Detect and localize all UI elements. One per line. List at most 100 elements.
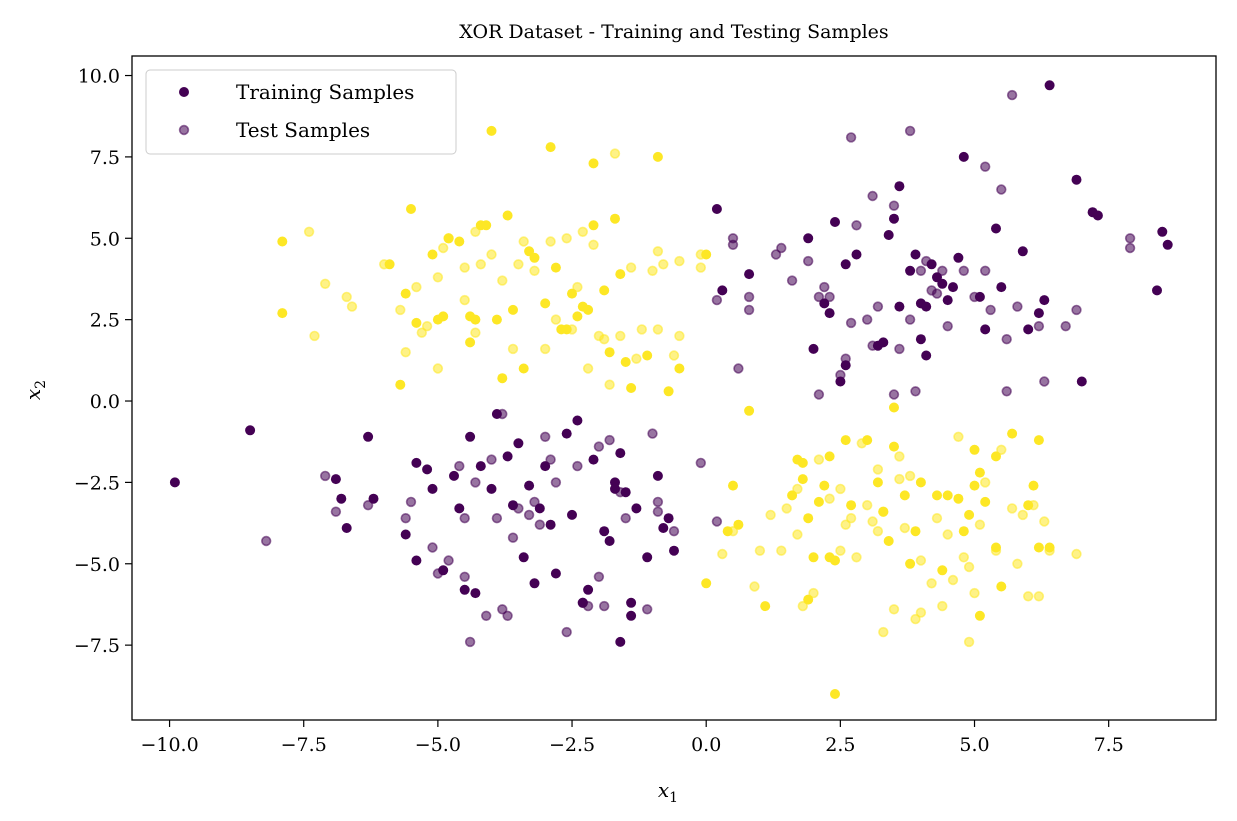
training-point-class-1 bbox=[588, 220, 599, 231]
test-point-class-1 bbox=[872, 464, 884, 475]
test-point-class-0 bbox=[695, 457, 706, 469]
training-point-class-0 bbox=[642, 552, 653, 563]
training-point-class-0 bbox=[851, 249, 862, 260]
test-point-class-0 bbox=[534, 519, 545, 530]
training-point-class-1 bbox=[481, 220, 492, 231]
test-point-class-1 bbox=[674, 330, 685, 342]
training-point-class-1 bbox=[991, 451, 1001, 462]
test-point-class-1 bbox=[561, 233, 572, 244]
training-point-class-0 bbox=[991, 223, 1001, 234]
training-point-class-0 bbox=[717, 285, 728, 296]
test-point-class-1 bbox=[1006, 503, 1018, 514]
y-tick-label: 2.5 bbox=[90, 310, 120, 332]
test-point-class-0 bbox=[523, 509, 535, 521]
test-point-class-0 bbox=[851, 220, 862, 231]
test-point-class-1 bbox=[835, 483, 846, 495]
training-point-class-1 bbox=[840, 435, 851, 446]
training-point-class-1 bbox=[491, 314, 502, 325]
test-point-class-1 bbox=[792, 529, 803, 540]
x-tick-label: 7.5 bbox=[1094, 734, 1124, 756]
training-point-class-1 bbox=[1033, 435, 1044, 446]
training-point-class-1 bbox=[427, 249, 438, 260]
training-point-class-1 bbox=[620, 357, 631, 367]
test-point-class-0 bbox=[1071, 304, 1082, 316]
test-point-class-0 bbox=[459, 571, 470, 582]
training-point-class-1 bbox=[872, 477, 883, 488]
test-point-class-0 bbox=[813, 291, 825, 303]
test-point-class-1 bbox=[915, 555, 927, 566]
test-point-class-0 bbox=[813, 389, 825, 400]
test-point-class-1 bbox=[658, 259, 669, 270]
test-point-class-1 bbox=[411, 281, 422, 293]
test-point-class-0 bbox=[529, 496, 540, 508]
training-point-class-0 bbox=[465, 431, 476, 442]
test-point-class-0 bbox=[786, 275, 798, 286]
test-point-class-1 bbox=[582, 363, 594, 374]
test-point-class-0 bbox=[824, 291, 835, 303]
y-axis-label-main: x bbox=[21, 389, 45, 400]
training-point-class-1 bbox=[465, 337, 476, 348]
test-point-class-0 bbox=[915, 265, 927, 276]
training-point-class-1 bbox=[910, 526, 921, 537]
training-point-class-0 bbox=[245, 425, 256, 436]
training-point-class-0 bbox=[915, 334, 926, 345]
test-point-class-1 bbox=[577, 226, 588, 238]
test-point-class-0 bbox=[405, 496, 417, 508]
test-point-class-0 bbox=[454, 460, 465, 472]
y-tick-label: 10.0 bbox=[78, 66, 120, 88]
test-point-class-1 bbox=[668, 350, 680, 361]
training-point-class-0 bbox=[803, 233, 814, 244]
test-point-class-1 bbox=[813, 454, 825, 465]
training-point-class-1 bbox=[561, 324, 572, 335]
test-point-class-0 bbox=[904, 125, 916, 137]
training-point-class-1 bbox=[862, 435, 873, 446]
training-point-class-0 bbox=[1162, 239, 1173, 250]
test-point-class-0 bbox=[330, 506, 342, 517]
test-point-class-1 bbox=[475, 259, 486, 270]
training-point-class-1 bbox=[830, 689, 840, 699]
training-point-class-1 bbox=[583, 304, 594, 315]
training-point-class-0 bbox=[663, 513, 674, 524]
training-point-class-1 bbox=[889, 441, 899, 452]
test-point-class-1 bbox=[400, 347, 411, 358]
training-point-class-0 bbox=[996, 282, 1007, 293]
test-point-class-0 bbox=[776, 242, 787, 254]
training-point-class-0 bbox=[1039, 295, 1050, 306]
training-point-class-0 bbox=[953, 252, 964, 263]
training-point-class-1 bbox=[406, 204, 416, 214]
training-point-class-1 bbox=[878, 506, 889, 517]
test-point-class-0 bbox=[1001, 334, 1012, 345]
training-point-class-0 bbox=[819, 298, 830, 309]
training-point-class-0 bbox=[518, 552, 529, 563]
test-point-class-0 bbox=[652, 496, 664, 508]
test-point-class-0 bbox=[985, 304, 996, 316]
legend: Training Samples Test Samples bbox=[145, 69, 457, 155]
test-point-class-1 bbox=[572, 281, 583, 293]
training-point-class-0 bbox=[835, 376, 846, 387]
test-point-class-0 bbox=[867, 190, 878, 202]
test-point-class-1 bbox=[835, 545, 846, 556]
training-point-class-0 bbox=[470, 588, 481, 599]
training-point-class-1 bbox=[663, 386, 674, 397]
test-point-class-1 bbox=[588, 239, 599, 251]
test-point-class-1 bbox=[438, 242, 449, 254]
test-point-class-1 bbox=[545, 236, 556, 247]
y-axis-label: x2 bbox=[21, 380, 49, 400]
test-point-class-1 bbox=[1012, 558, 1023, 569]
test-point-class-0 bbox=[711, 516, 723, 527]
training-point-class-1 bbox=[1044, 542, 1055, 553]
test-point-class-1 bbox=[904, 470, 916, 482]
legend-box bbox=[145, 69, 457, 155]
test-point-class-1 bbox=[867, 516, 878, 527]
training-point-class-1 bbox=[787, 490, 798, 501]
test-point-class-0 bbox=[604, 434, 615, 446]
training-point-class-1 bbox=[454, 236, 465, 247]
test-point-class-0 bbox=[261, 535, 272, 547]
training-point-class-0 bbox=[604, 536, 615, 546]
test-point-class-0 bbox=[572, 460, 583, 472]
training-point-class-1 bbox=[797, 474, 808, 485]
test-point-class-0 bbox=[647, 428, 658, 439]
test-point-class-1 bbox=[974, 519, 986, 530]
legend-label-test: Test Samples bbox=[236, 118, 370, 142]
y-tick-label: −2.5 bbox=[74, 472, 120, 494]
